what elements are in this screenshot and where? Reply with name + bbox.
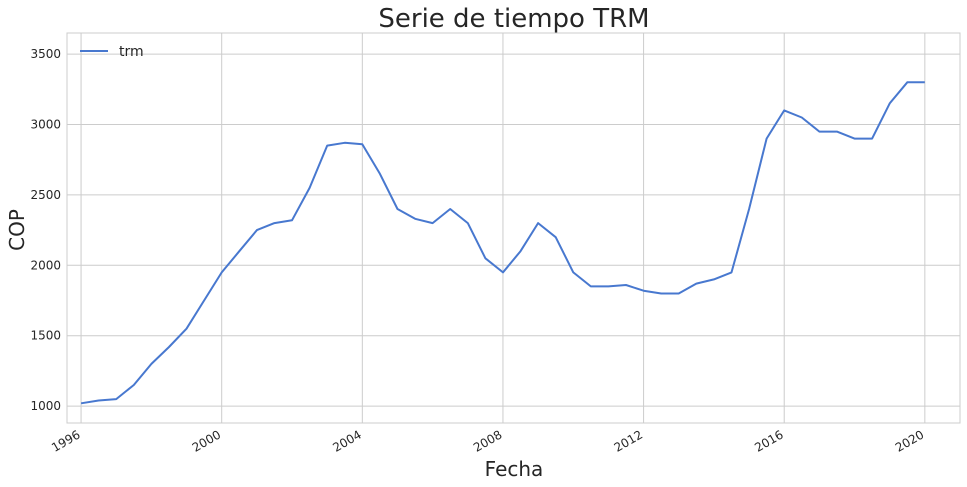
- series-line-trm: [80, 81, 925, 405]
- y-axis-title: COP: [5, 209, 29, 251]
- y-tick-label: 3000: [30, 118, 61, 132]
- plot-area: [66, 32, 961, 424]
- grid-lines: [67, 33, 960, 423]
- x-tick-label: 2016: [752, 427, 785, 454]
- y-tick-label: 1000: [30, 399, 61, 413]
- y-tick-label: 1500: [30, 329, 61, 343]
- y-tick-label: 3500: [30, 47, 61, 61]
- x-axis-title: Fecha: [485, 457, 544, 481]
- y-tick-label: 2000: [30, 258, 61, 272]
- x-tick-label: 2020: [893, 427, 926, 454]
- chart-title: Serie de tiempo TRM: [378, 4, 649, 34]
- legend-label: trm: [119, 44, 144, 60]
- y-tick-label: 2500: [30, 188, 61, 202]
- x-tick-label: 2012: [612, 427, 645, 454]
- x-tick-label: 2000: [190, 427, 223, 454]
- legend: trm: [80, 44, 144, 60]
- x-tick-label: 2008: [471, 427, 504, 454]
- x-tick-label: 1996: [49, 427, 82, 454]
- series-layer: [80, 81, 925, 405]
- x-axis-ticks: 1996 2000 2004 2008 2012 2016 2020: [49, 427, 926, 454]
- y-axis-ticks: 1000 1500 2000 2500 3000 3500: [30, 47, 61, 413]
- x-tick-label: 2004: [330, 427, 363, 454]
